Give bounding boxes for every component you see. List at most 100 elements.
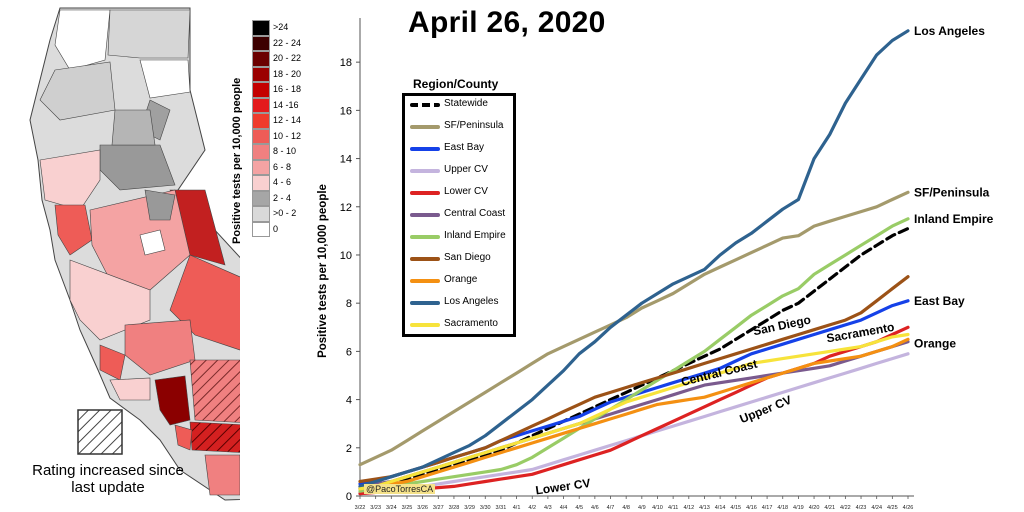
county-san-bernardino-hatched <box>189 359 240 423</box>
y-tick-label: 16 <box>340 105 352 117</box>
scale-label: 22 - 24 <box>273 37 302 48</box>
county-pink-1 <box>39 149 101 211</box>
x-tick-label: 4/14 <box>715 505 726 511</box>
legend-entry: Central Coast <box>408 206 512 224</box>
y-tick-label: 18 <box>340 57 352 69</box>
x-tick-label: 4/18 <box>777 505 788 511</box>
y-axis-label: Positive tests per 10,000 people <box>317 184 329 358</box>
y-tick-label: 12 <box>340 202 352 214</box>
scale-label: 12 - 14 <box>273 115 302 125</box>
scale-swatch <box>252 221 270 237</box>
scale-label: 8 - 10 <box>273 146 297 156</box>
y-tick-label: 2 <box>346 443 352 455</box>
scale-label: 20 - 22 <box>273 53 302 63</box>
x-tick-label: 3/30 <box>480 505 491 511</box>
legend-swatch <box>410 257 440 261</box>
legend-label: Los Angeles <box>444 296 499 307</box>
county-la-dark <box>154 375 191 426</box>
county-san-diego <box>204 454 240 496</box>
series-annotation: Lower CV <box>535 476 592 498</box>
x-tick-label: 4/26 <box>903 505 914 511</box>
legend-entry: San Diego <box>408 250 512 268</box>
x-tick-label: 3/25 <box>402 505 413 511</box>
y-tick-label: 4 <box>346 395 352 407</box>
series-line-orange <box>358 337 910 491</box>
series-line-los-angeles <box>358 29 910 488</box>
series-line-sf-peninsula <box>358 190 910 467</box>
x-tick-label: 4/3 <box>544 505 552 511</box>
scale-swatch <box>252 66 270 82</box>
x-tick-label: 4/10 <box>652 505 663 511</box>
x-tick-label: 4/1 <box>513 505 521 511</box>
x-tick-label: 4/24 <box>871 505 882 511</box>
scale-swatch <box>252 159 270 175</box>
scale-swatch <box>252 20 270 36</box>
credit-tag: @PacoTorresCA <box>364 484 436 494</box>
legend-swatch <box>410 301 440 305</box>
county-kern <box>124 319 196 376</box>
x-tick-label: 4/17 <box>762 505 773 511</box>
legend-entry: Inland Empire <box>408 228 512 246</box>
x-tick-label: 3/26 <box>417 505 428 511</box>
x-tick-label: 4/19 <box>793 505 804 511</box>
hatch-legend-square <box>77 409 123 455</box>
scale-swatch <box>252 113 270 129</box>
scale-label: 0 <box>273 223 279 234</box>
county-bay-red <box>54 204 93 256</box>
x-tick-label: 4/2 <box>528 505 536 511</box>
scale-label: >0 - 2 <box>273 208 297 218</box>
legend-label: Orange <box>444 274 478 285</box>
scale-label: 16 - 18 <box>273 84 302 94</box>
county-orange <box>174 424 193 451</box>
legend-swatch <box>410 323 440 327</box>
x-tick-label: 3/29 <box>464 505 475 511</box>
scale-title-text: Positive tests per 10,000 people <box>231 78 242 244</box>
county-sb <box>109 377 151 401</box>
legend-entry: Statewide <box>408 96 512 114</box>
x-tick-label: 4/8 <box>622 505 630 511</box>
scale-swatch <box>252 128 270 144</box>
x-tick-label: 4/21 <box>824 505 835 511</box>
scale-label: >24 <box>273 22 289 32</box>
scale-title: Positive tests per 10,000 people <box>231 78 242 244</box>
scale-swatch <box>252 35 270 51</box>
x-tick-label: 3/23 <box>370 505 381 511</box>
x-tick-label: 4/25 <box>887 505 898 511</box>
x-tick-label: 4/23 <box>856 505 867 511</box>
y-tick-label: 6 <box>346 346 352 358</box>
x-tick-label: 3/31 <box>496 505 507 511</box>
series-annotation: Inland Empire <box>914 212 994 226</box>
series-line-statewide <box>358 226 910 491</box>
legend-label: Central Coast <box>444 208 506 219</box>
series-annotation: East Bay <box>914 294 965 308</box>
county-north-white-2 <box>139 59 191 99</box>
legend-swatch <box>410 169 440 173</box>
scale-swatch <box>252 175 270 191</box>
y-tick-label: 10 <box>340 250 352 262</box>
legend-label: Inland Empire <box>444 230 506 241</box>
legend-label: Upper CV <box>444 164 488 175</box>
california-map <box>29 7 240 501</box>
x-tick-label: 4/11 <box>668 505 678 511</box>
legend-swatch <box>410 279 440 283</box>
legend-label: Statewide <box>444 98 488 109</box>
legend-label: Lower CV <box>444 186 488 197</box>
scale-swatch <box>252 206 270 222</box>
x-tick-label: 4/6 <box>591 505 599 511</box>
legend-swatch <box>410 213 440 217</box>
series-annotation: Los Angeles <box>914 24 985 38</box>
series-line-upper-cv <box>358 352 910 496</box>
scale-swatch <box>252 51 270 67</box>
series-line-inland-empire <box>358 217 910 493</box>
scale-swatch <box>252 82 270 98</box>
scale-label: 18 - 20 <box>273 68 302 79</box>
x-tick-label: 4/15 <box>730 505 741 511</box>
scale-label: 10 - 12 <box>273 130 302 141</box>
legend-entry: SF/Peninsula <box>408 118 512 136</box>
series-annotation: Orange <box>914 336 956 350</box>
legend-label: Sacramento <box>444 318 498 329</box>
y-tick-label: 14 <box>340 154 352 166</box>
legend-entry: Upper CV <box>408 162 512 180</box>
scale-label: 2 - 4 <box>273 192 292 203</box>
scale-swatch <box>252 97 270 113</box>
